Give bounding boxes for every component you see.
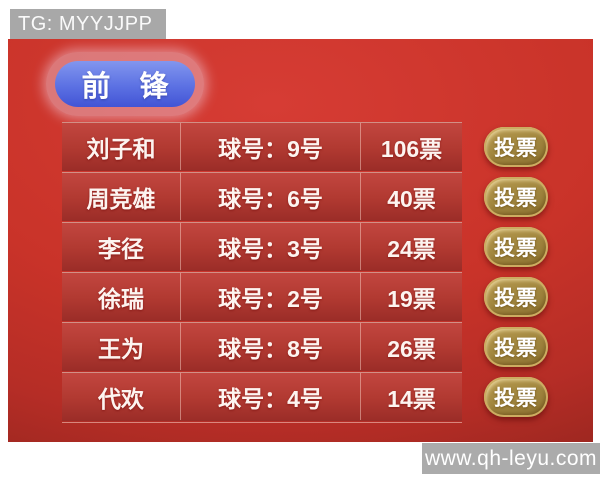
vote-button[interactable]: 投票 — [484, 177, 548, 217]
player-vote-table: 刘子和 球号：9号 106票 投票 周竞雄 球号：6号 40票 投票 李径 球号… — [62, 122, 548, 423]
table-row: 刘子和 球号：9号 106票 投票 — [62, 122, 548, 171]
player-ball-number: 球号：4号 — [181, 373, 361, 420]
player-ball-number: 球号：6号 — [181, 173, 361, 220]
player-vote-count: 14票 — [387, 385, 436, 412]
watermark-url: www.qh-leyu.com — [422, 443, 600, 474]
player-name: 徐瑞 — [62, 273, 181, 320]
table-row: 周竞雄 球号：6号 40票 投票 — [62, 172, 548, 221]
vote-button[interactable]: 投票 — [484, 327, 548, 367]
vote-button[interactable]: 投票 — [484, 127, 548, 167]
player-vote-count: 24票 — [387, 235, 436, 262]
position-badge-halo: 前 锋 — [46, 52, 204, 116]
voting-panel: 前 锋 刘子和 球号：9号 106票 投票 周竞雄 球号：6号 40票 投票 李… — [8, 39, 593, 442]
player-name: 王为 — [62, 323, 181, 370]
player-vote-count: 106票 — [380, 135, 443, 162]
table-row: 王为 球号：8号 26票 投票 — [62, 322, 548, 371]
vote-button[interactable]: 投票 — [484, 277, 548, 317]
table-row: 代欢 球号：4号 14票 投票 — [62, 372, 548, 421]
player-name: 李径 — [62, 223, 181, 270]
vote-button[interactable]: 投票 — [484, 377, 548, 417]
tg-channel-banner: TG: MYYJJPP — [10, 9, 167, 39]
player-vote-count: 40票 — [387, 185, 436, 212]
player-vote-count: 26票 — [387, 335, 436, 362]
player-name: 周竞雄 — [62, 173, 181, 220]
position-tab-forward[interactable]: 前 锋 — [55, 61, 195, 107]
player-vote-count: 19票 — [387, 285, 436, 312]
player-ball-number: 球号：3号 — [181, 223, 361, 270]
vote-button[interactable]: 投票 — [484, 227, 548, 267]
player-ball-number: 球号：2号 — [181, 273, 361, 320]
player-name: 刘子和 — [62, 123, 181, 170]
player-ball-number: 球号：8号 — [181, 323, 361, 370]
table-row: 徐瑞 球号：2号 19票 投票 — [62, 272, 548, 321]
table-row: 李径 球号：3号 24票 投票 — [62, 222, 548, 271]
player-ball-number: 球号：9号 — [181, 123, 361, 170]
player-name: 代欢 — [62, 373, 181, 420]
